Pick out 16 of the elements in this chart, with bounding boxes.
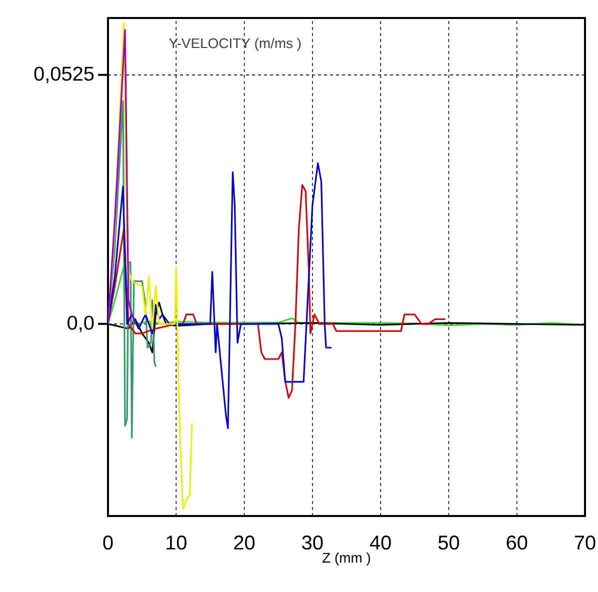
x-tick-label: 60 (506, 536, 528, 550)
x-tick-label: 70 (574, 536, 596, 550)
line-series (108, 100, 156, 439)
line-series (108, 29, 136, 325)
y-tick-label: 0,0 (68, 316, 94, 332)
line-series (108, 184, 446, 399)
x-tick-label: 30 (302, 536, 323, 550)
y-tick-label: 0,0525 (34, 66, 94, 84)
x-tick-label: 10 (166, 536, 186, 550)
x-tick-label: 0 (103, 536, 113, 550)
x-tick-label: 20 (234, 536, 255, 550)
x-tick-label: 50 (438, 536, 460, 550)
line-series (108, 162, 332, 430)
text: Y-VELOCITY (m/ms ) (169, 38, 301, 51)
x-tick-label: 40 (370, 536, 391, 550)
x-axis-title: Z (mm ) (322, 552, 370, 566)
